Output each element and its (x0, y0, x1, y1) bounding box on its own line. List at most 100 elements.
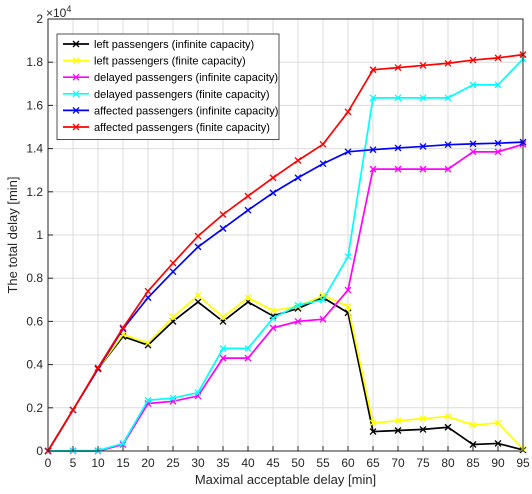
series-line (47, 53, 524, 452)
x-tick-label: 65 (366, 456, 380, 470)
data-point (244, 206, 252, 214)
data-point (469, 140, 477, 148)
data-point (169, 268, 177, 276)
data-point (494, 439, 502, 447)
data-point (194, 298, 202, 306)
data-point (219, 354, 227, 362)
data-point (294, 157, 302, 164)
legend-label: delayed passengers (infinite capacity) (94, 72, 278, 84)
data-point (194, 389, 202, 397)
series-line (47, 141, 524, 452)
x-tick-label: 15 (116, 456, 130, 470)
x-tick-label: 75 (416, 456, 430, 470)
data-point (219, 313, 227, 321)
y-tick-label: 0.2 (26, 401, 43, 415)
data-point (394, 427, 402, 434)
y-tick-label: 1.8 (26, 55, 43, 69)
data-point (394, 144, 402, 152)
x-tick-label: 70 (391, 456, 405, 470)
x-tick-label: 60 (341, 456, 355, 470)
data-point (444, 423, 452, 431)
data-point (244, 354, 252, 362)
axes (47, 18, 524, 452)
x-tick-label: 85 (466, 456, 480, 470)
data-point (72, 40, 80, 48)
data-point (494, 139, 502, 147)
legend-box (56, 33, 280, 140)
data-point (194, 292, 202, 299)
data-point (119, 441, 127, 448)
data-point (369, 146, 377, 154)
data-point (419, 425, 427, 433)
x-tick-label: 20 (141, 456, 155, 470)
x-tick-label: 5 (70, 456, 77, 470)
data-point (72, 123, 80, 131)
data-point (469, 81, 477, 89)
series-line (47, 296, 524, 452)
data-point (319, 315, 327, 323)
legend-entry: left passengers (finite capacity) (63, 56, 246, 68)
data-point (294, 174, 302, 182)
series-layer (44, 51, 527, 455)
data-point (369, 94, 377, 102)
data-point (269, 314, 277, 322)
x-tick-label: 95 (516, 456, 530, 470)
data-point (244, 294, 252, 302)
legend-label: affected passengers (finite capacity) (94, 122, 270, 134)
y-tick-label: 1 (36, 228, 43, 242)
series-line (47, 58, 524, 452)
data-point (219, 344, 227, 352)
data-point (144, 287, 152, 295)
data-point (394, 165, 402, 173)
data-point (444, 59, 452, 67)
data-point (344, 309, 352, 317)
data-point (419, 165, 427, 173)
data-point (119, 324, 127, 332)
data-point (344, 253, 352, 261)
data-point (469, 441, 477, 448)
data-point (369, 66, 377, 74)
data-point (469, 148, 477, 156)
legend-entry: delayed passengers (finite capacity) (63, 89, 269, 101)
y-tick-label: 0.4 (26, 358, 43, 372)
series-3 (44, 55, 527, 455)
y-exponent-base: ×10 (46, 6, 67, 20)
x-tick-label: 0 (45, 456, 52, 470)
data-point (394, 94, 402, 102)
legend-entry: affected passengers (finite capacity) (63, 122, 270, 134)
data-point (494, 81, 502, 89)
x-tick-label: 55 (316, 456, 330, 470)
data-point (494, 419, 502, 427)
data-point (494, 54, 502, 62)
data-point (344, 286, 352, 294)
series-5 (44, 51, 527, 455)
legend-label: left passengers (infinite capacity) (94, 39, 254, 51)
series-line (47, 294, 524, 452)
data-point (344, 302, 352, 310)
series-1 (44, 292, 527, 455)
x-tick-label: 35 (216, 456, 230, 470)
data-point (269, 307, 277, 315)
data-point (269, 312, 277, 320)
legend-label: delayed passengers (finite capacity) (94, 89, 269, 101)
y-axis-label: The total delay [min] (5, 176, 20, 293)
y-tick-label: 0 (36, 444, 43, 458)
y-tick-label: 1.2 (26, 185, 43, 199)
x-tick-label: 90 (491, 456, 505, 470)
data-point (494, 148, 502, 156)
data-point (444, 165, 452, 173)
legend: left passengers (infinite capacity) left … (56, 33, 280, 140)
data-point (369, 419, 377, 427)
data-point (144, 396, 152, 404)
data-point (294, 317, 302, 325)
data-point (144, 339, 152, 347)
data-point (144, 341, 152, 349)
y-tick-label: 1.6 (26, 98, 43, 112)
data-point (469, 56, 477, 64)
data-point (344, 108, 352, 116)
data-point (219, 211, 227, 218)
y-exponent-power: 4 (66, 4, 71, 14)
data-point (394, 64, 402, 72)
y-tick-label: 2 (36, 12, 43, 26)
